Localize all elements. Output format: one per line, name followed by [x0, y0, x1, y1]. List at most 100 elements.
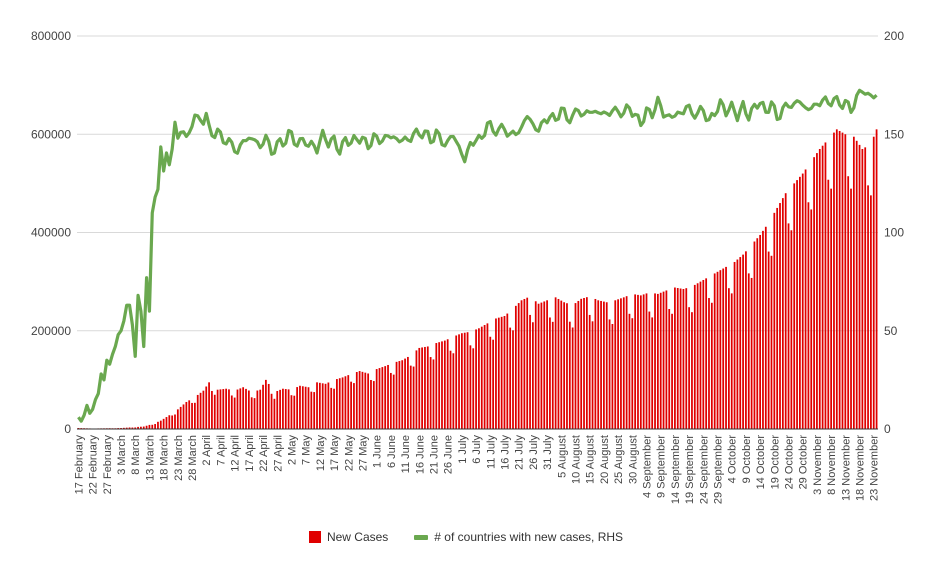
- new-cases-bar: [256, 390, 259, 429]
- x-tick-label: 1 July: [457, 435, 469, 464]
- new-cases-bar: [867, 185, 869, 429]
- new-cases-bar: [776, 207, 779, 429]
- new-cases-bar: [852, 136, 855, 429]
- new-cases-bar: [486, 323, 489, 429]
- new-cases-bar: [790, 230, 793, 429]
- x-tick-label: 8 November: [826, 435, 838, 495]
- x-tick-label: 21 July: [514, 435, 526, 470]
- new-cases-bar: [452, 353, 455, 429]
- new-cases-bar: [353, 383, 355, 429]
- new-cases-bar: [671, 313, 673, 429]
- x-tick-label: 22 February: [88, 435, 100, 495]
- new-cases-bar: [645, 293, 648, 429]
- new-cases-bar: [301, 386, 304, 429]
- x-tick-label: 6 June: [386, 435, 398, 468]
- x-tick-label: 12 April: [230, 435, 242, 472]
- new-cases-bar: [216, 389, 219, 429]
- new-cases-bar: [796, 180, 798, 429]
- new-cases-bar: [455, 335, 458, 429]
- new-cases-bar: [566, 303, 568, 429]
- new-cases-bar: [140, 426, 142, 429]
- new-cases-bar: [787, 223, 790, 429]
- new-cases-bar: [563, 302, 566, 429]
- legend: New Cases # of countries with new cases,…: [0, 530, 932, 544]
- new-cases-bar: [307, 387, 310, 429]
- new-cases-bar: [603, 301, 605, 429]
- new-cases-bar: [290, 395, 293, 429]
- legend-label-countries: # of countries with new cases, RHS: [434, 530, 624, 544]
- new-cases-bar: [642, 294, 645, 429]
- new-cases-bar: [875, 129, 878, 429]
- new-cases-bar: [730, 293, 733, 429]
- new-cases-bar: [591, 321, 594, 429]
- new-cases-bar: [165, 417, 168, 429]
- new-cases-bar: [196, 394, 199, 429]
- new-cases-bar: [265, 379, 267, 430]
- left-tick-label: 400000: [31, 226, 71, 240]
- new-cases-bar: [378, 368, 381, 429]
- new-cases-bar: [574, 303, 577, 429]
- left-tick-label: 800000: [31, 29, 71, 43]
- new-cases-bar: [685, 288, 688, 429]
- new-cases-bar: [415, 350, 418, 429]
- new-cases-bar: [418, 347, 421, 429]
- new-cases-bar: [835, 129, 838, 429]
- new-cases-bar: [509, 327, 512, 429]
- new-cases-bar: [682, 288, 685, 429]
- new-cases-bar: [336, 379, 338, 429]
- new-cases-bar: [233, 397, 236, 429]
- new-cases-bar: [568, 321, 571, 429]
- new-cases-bar: [401, 360, 404, 429]
- new-cases-bar: [710, 302, 713, 429]
- new-cases-bar: [634, 294, 637, 429]
- new-cases-bar: [597, 300, 600, 429]
- new-cases-bar: [594, 298, 597, 429]
- new-cases-bar: [526, 297, 529, 429]
- new-cases-bar: [713, 273, 716, 429]
- x-tick-label: 7 May: [301, 435, 313, 465]
- new-cases-bar: [745, 251, 747, 429]
- new-cases-bar: [370, 379, 372, 429]
- new-cases-bar: [628, 313, 631, 429]
- new-cases-bar: [736, 259, 739, 429]
- x-tick-label: 22 May: [343, 435, 355, 472]
- new-cases-bar: [151, 424, 154, 429]
- new-cases-bar: [435, 343, 438, 429]
- new-cases-bar: [350, 381, 352, 429]
- new-cases-bar: [148, 424, 151, 429]
- new-cases-bar: [824, 142, 827, 429]
- new-cases-bar: [316, 382, 318, 429]
- x-tick-label: 10 August: [570, 435, 582, 484]
- x-tick-label: 24 October: [784, 435, 796, 490]
- new-cases-bar: [341, 377, 344, 429]
- new-cases-bar: [168, 415, 171, 429]
- x-tick-label: 13 March: [144, 435, 156, 481]
- x-tick-label: 31 July: [542, 435, 554, 470]
- new-cases-bar: [523, 298, 526, 429]
- new-cases-bar: [705, 278, 708, 429]
- left-tick-label: 600000: [31, 127, 71, 141]
- new-cases-bar: [361, 371, 364, 429]
- new-cases-bar: [154, 424, 156, 429]
- new-cases-bar: [861, 148, 864, 430]
- right-tick-label: 0: [884, 422, 891, 436]
- new-cases-bar: [424, 346, 426, 429]
- new-cases-bar: [412, 366, 415, 429]
- new-cases-bar: [699, 281, 702, 430]
- legend-item-new-cases: New Cases: [308, 530, 388, 544]
- new-cases-bar: [495, 318, 497, 429]
- new-cases-bar: [194, 402, 196, 429]
- new-cases-bar: [651, 317, 654, 429]
- new-cases-bar: [503, 316, 506, 429]
- new-cases-bar: [157, 421, 159, 429]
- legend-item-countries: # of countries with new cases, RHS: [414, 530, 623, 544]
- x-tick-label: 14 October: [755, 435, 767, 490]
- new-cases-bar: [358, 371, 361, 429]
- new-cases-bar: [489, 336, 492, 429]
- new-cases-bar: [392, 374, 395, 429]
- new-cases-bar: [753, 241, 756, 429]
- x-tick-label: 17 April: [244, 435, 256, 472]
- x-tick-label: 12 May: [315, 435, 327, 472]
- new-cases-bar: [637, 294, 639, 429]
- new-cases-bar: [145, 425, 148, 429]
